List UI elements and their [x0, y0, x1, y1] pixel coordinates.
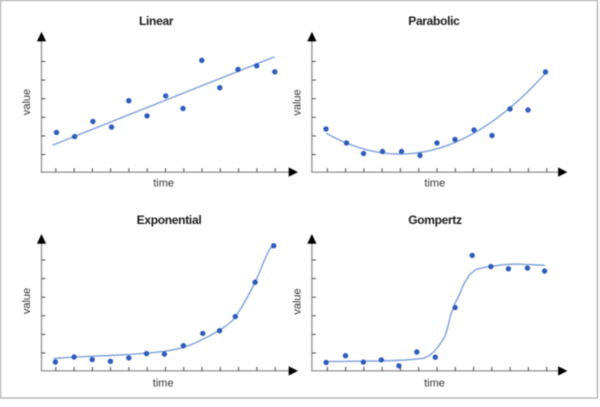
- svg-text:time: time: [153, 178, 174, 190]
- svg-text:Parabolic: Parabolic: [408, 14, 460, 28]
- svg-text:Linear: Linear: [139, 14, 174, 28]
- svg-text:Exponential: Exponential: [137, 213, 202, 227]
- svg-text:value: value: [21, 89, 33, 115]
- svg-text:Gompertz: Gompertz: [408, 213, 462, 227]
- svg-text:value: value: [21, 288, 33, 314]
- svg-text:time: time: [424, 178, 445, 190]
- svg-text:value: value: [292, 89, 304, 115]
- svg-text:time: time: [424, 378, 445, 390]
- svg-text:value: value: [292, 288, 304, 314]
- svg-text:time: time: [153, 378, 174, 390]
